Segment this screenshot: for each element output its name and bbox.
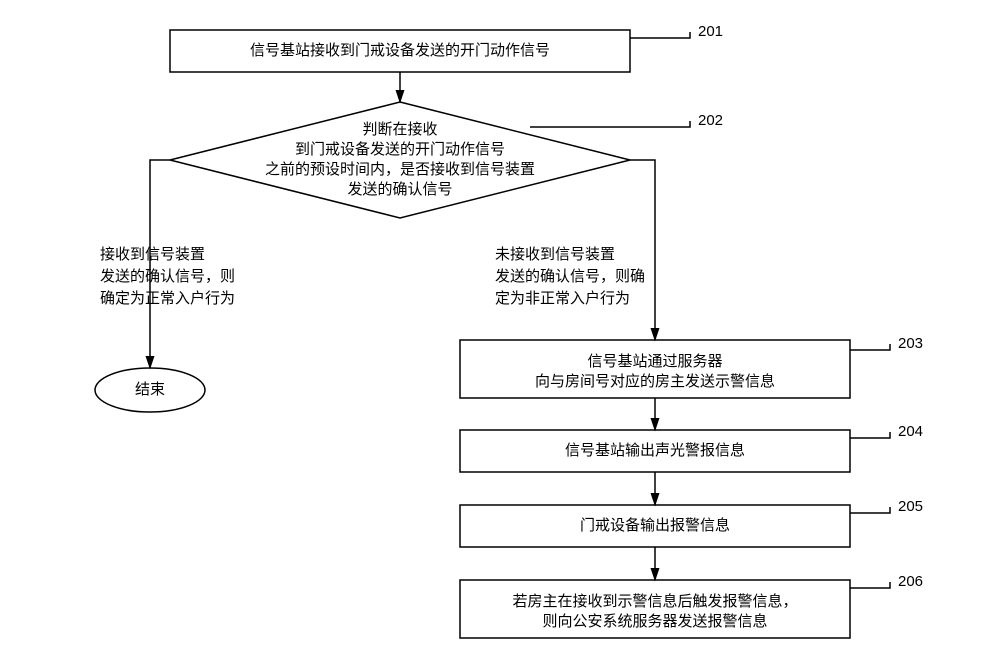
svg-text:之前的预设时间内，是否接收到信号装置: 之前的预设时间内，是否接收到信号装置: [265, 161, 535, 178]
svg-text:信号基站通过服务器: 信号基站通过服务器: [587, 353, 722, 370]
step-num-201: 201: [698, 23, 723, 40]
svg-text:信号基站接收到门戒设备发送的开门动作信号: 信号基站接收到门戒设备发送的开门动作信号: [250, 42, 550, 59]
end-label: 结束: [135, 381, 165, 398]
svg-text:若房主在接收到示警信息后触发报警信息，: 若房主在接收到示警信息后触发报警信息，: [512, 593, 797, 610]
step-num-203: 203: [898, 335, 923, 352]
step-num-204: 204: [898, 423, 923, 440]
svg-text:到门戒设备发送的开门动作信号: 到门戒设备发送的开门动作信号: [295, 141, 505, 158]
svg-text:定为非正常入户行为: 定为非正常入户行为: [495, 290, 630, 307]
step-num-202: 202: [698, 112, 723, 129]
svg-text:确定为正常入户行为: 确定为正常入户行为: [100, 290, 235, 307]
svg-text:信号基站输出声光警报信息: 信号基站输出声光警报信息: [565, 441, 745, 459]
svg-text:发送的确认信号，则: 发送的确认信号，则: [100, 268, 235, 285]
svg-text:则向公安系统服务器发送报警信息: 则向公安系统服务器发送报警信息: [542, 613, 767, 630]
step-num-205: 205: [898, 498, 923, 515]
svg-text:向与房间号对应的房主发送示警信息: 向与房间号对应的房主发送示警信息: [535, 372, 775, 390]
svg-text:未接收到信号装置: 未接收到信号装置: [495, 246, 615, 263]
svg-text:判断在接收: 判断在接收: [362, 121, 437, 138]
svg-text:发送的确认信号，则确: 发送的确认信号，则确: [495, 268, 645, 285]
svg-text:发送的确认信号: 发送的确认信号: [347, 181, 452, 198]
step-num-206: 206: [898, 573, 923, 590]
svg-text:接收到信号装置: 接收到信号装置: [100, 246, 205, 263]
svg-text:门戒设备输出报警信息: 门戒设备输出报警信息: [580, 517, 730, 534]
